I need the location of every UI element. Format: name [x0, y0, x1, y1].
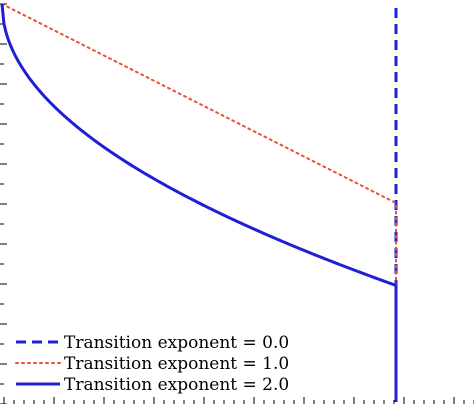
legend-label-0: Transition exponent = 0.0 [64, 333, 289, 353]
legend-label-2: Transition exponent = 2.0 [64, 375, 289, 395]
legend-label-1: Transition exponent = 1.0 [64, 354, 289, 374]
